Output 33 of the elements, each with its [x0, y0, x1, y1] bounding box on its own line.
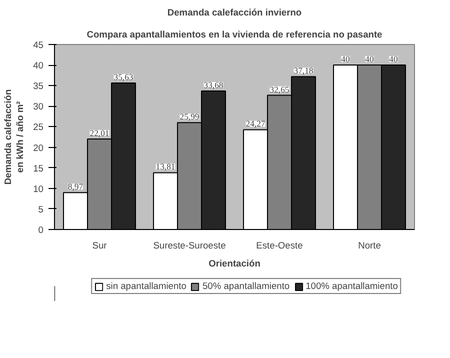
y-tick-label: 0: [38, 225, 44, 235]
legend-label: 100% apantallamiento: [306, 281, 398, 291]
y-tick-label: 45: [33, 40, 44, 50]
x-tick-label: Sur: [92, 240, 107, 250]
x-tick-label: Sureste-Suroeste: [153, 240, 226, 250]
y-tick-label: 40: [33, 60, 44, 71]
chart-title: Demanda calefacción invierno: [167, 8, 302, 18]
y-tick-label: 30: [33, 102, 44, 112]
text: 32,65: [270, 84, 290, 94]
y-axis-title: Demanda calefacción en kWh / año m²: [3, 89, 26, 185]
text: 40: [341, 54, 350, 64]
y-tick-label: 25: [33, 122, 44, 132]
text: 37,18: [294, 66, 314, 76]
chart-subtitle: Compara apantallamientos en la vivienda de referencia no pasante: [86, 30, 382, 40]
y-tick-label: 5: [38, 204, 44, 214]
text: 33,68: [204, 80, 224, 90]
y-tick-label: 35: [33, 81, 44, 92]
y-tick-label: 20: [33, 142, 44, 153]
text: 35,63: [114, 72, 134, 82]
text: 40: [365, 54, 374, 64]
x-tick-label: Este-Oeste: [256, 240, 303, 250]
text: 8,97: [68, 182, 84, 192]
y-tick-label: 10: [33, 184, 44, 194]
text: 25,99: [180, 112, 200, 122]
text: 22,01: [90, 128, 110, 138]
legend-label: 50% apantallamiento: [202, 281, 290, 291]
x-tick-label: Norte: [358, 240, 381, 250]
y-tick-label: 15: [33, 163, 44, 174]
legend-label: sin apantallamiento: [106, 281, 186, 291]
x-axis-title: Orientación: [208, 258, 261, 268]
text: 13,81: [156, 162, 176, 172]
text: 40: [389, 54, 398, 64]
text: 24,27: [246, 118, 266, 129]
